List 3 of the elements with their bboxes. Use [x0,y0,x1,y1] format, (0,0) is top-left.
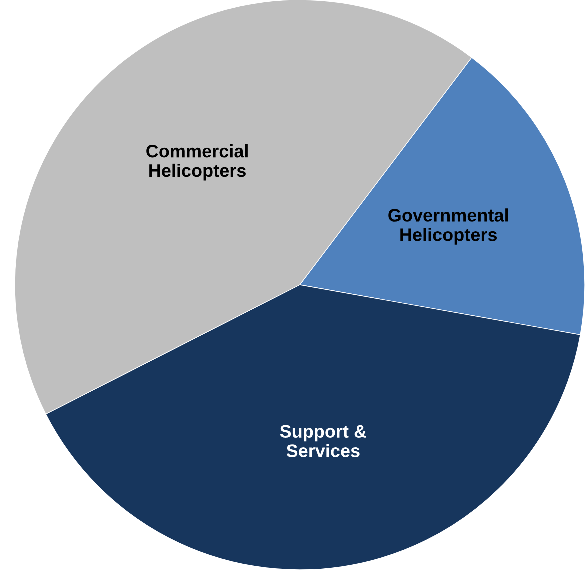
slice-label: Commercial Helicopters [146,144,248,181]
slice-label: Support & Services [280,425,366,458]
slice-label: Governmental Helicopters [388,208,508,245]
